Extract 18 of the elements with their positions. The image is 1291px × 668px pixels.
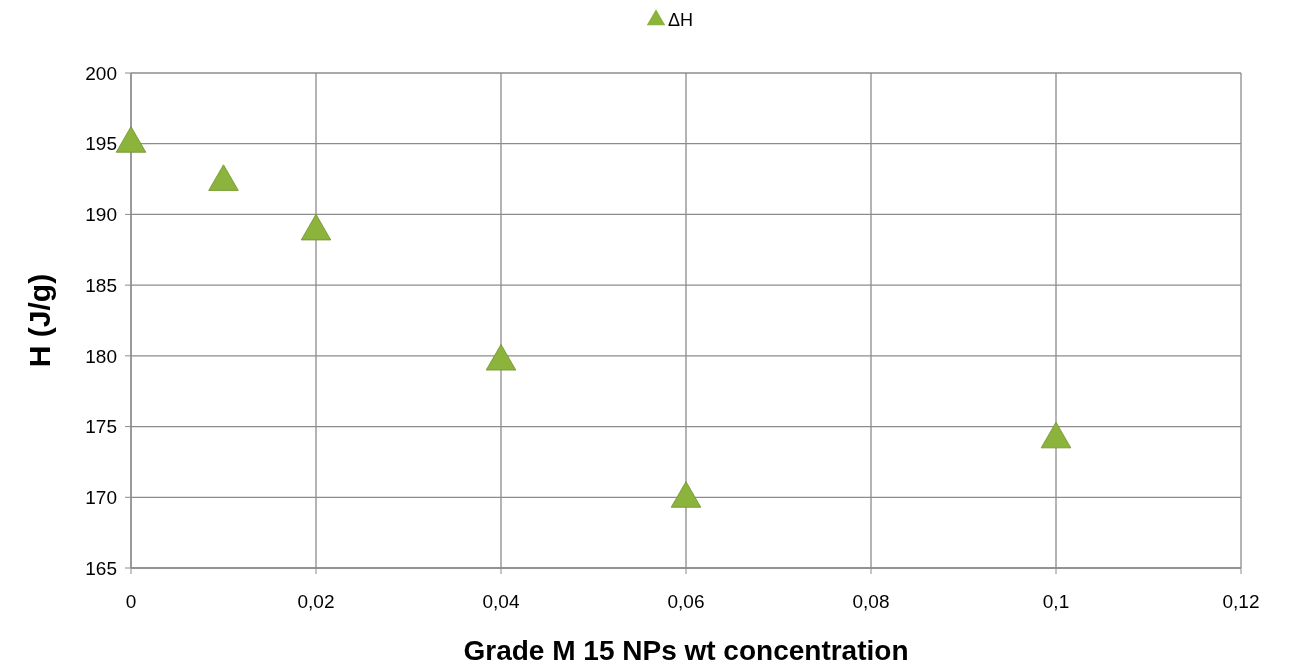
legend-label: ΔH: [668, 10, 694, 31]
x-tick-label: 0,12: [1222, 591, 1260, 612]
y-tick-label: 175: [85, 416, 117, 438]
y-tick-label: 200: [85, 62, 117, 84]
x-tick-label: 0,1: [1042, 591, 1070, 612]
y-axis-title: H (J/g): [23, 273, 56, 368]
x-tick-label: 0: [125, 591, 137, 612]
x-axis-title: Grade M 15 NPs wt concentration: [463, 635, 909, 666]
y-tick-label: 165: [85, 557, 117, 579]
x-tick-label: 0,04: [482, 591, 520, 612]
x-tick-label: 0,02: [297, 591, 335, 612]
x-tick-label: 0,08: [852, 591, 890, 612]
y-tick-label: 185: [85, 274, 117, 296]
y-tick-label: 170: [85, 486, 117, 508]
x-tick-label: 0,06: [667, 591, 705, 612]
y-tick-label: 195: [85, 133, 117, 155]
y-tick-label: 190: [85, 204, 117, 226]
y-tick-label: 180: [85, 345, 117, 367]
